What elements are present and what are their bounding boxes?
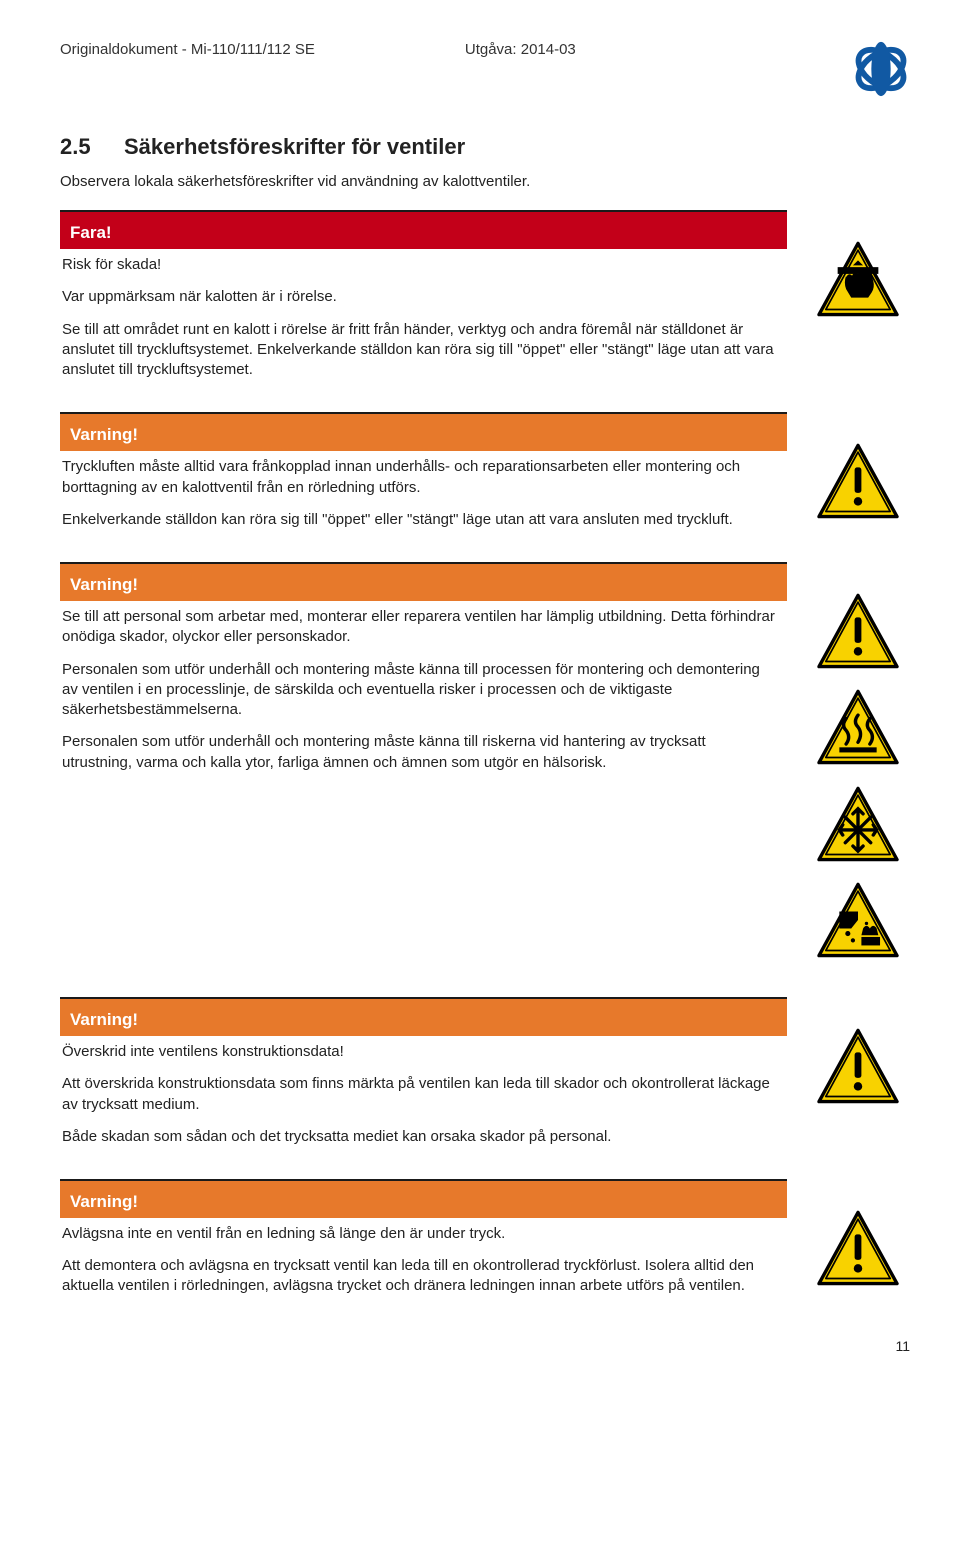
company-logo-icon: [852, 40, 910, 104]
box-body: Överskrid inte ventilens konstruktionsda…: [60, 1036, 787, 1147]
danger-banner: Fara!: [60, 219, 787, 249]
cold-icon: [814, 785, 902, 869]
box-paragraph: Både skadan som sådan och det trycksatta…: [62, 1127, 779, 1147]
box-body: Risk för skada! Var uppmärksam när kalott…: [60, 249, 787, 380]
danger-box: Fara! Risk för skada! Var uppmärksam när k…: [60, 210, 910, 380]
section-title: Säkerhetsföreskrifter för ventiler: [124, 132, 465, 162]
box-paragraph: Var uppmärksam när kalotten är i rörelse…: [62, 287, 779, 307]
section-heading: 2.5 Säkerhetsföreskrifter för ventiler: [60, 132, 910, 162]
warning-box: Varning! Se till att personal som arbetar…: [60, 562, 910, 965]
box-paragraph: Se till att personal som arbetar med, mo…: [62, 607, 779, 648]
box-paragraph: Personalen som utför underhåll och monte…: [62, 660, 779, 721]
section-intro: Observera lokala säkerhetsföreskrifter v…: [60, 172, 910, 192]
box-paragraph: Tryckluften måste alltid vara frånkoppla…: [62, 457, 779, 498]
warning-box: Varning! Överskrid inte ventilens konstru…: [60, 997, 910, 1147]
exclamation-icon: [814, 1027, 902, 1111]
warning-banner: Varning!: [60, 421, 787, 451]
doc-edition: Utgåva: 2014-03: [465, 40, 576, 60]
box-paragraph: Risk för skada!: [62, 255, 779, 275]
warning-banner: Varning!: [60, 1188, 787, 1218]
page-number: 11: [60, 1337, 910, 1356]
warning-box: Varning! Tryckluften måste alltid vara fr…: [60, 412, 910, 530]
box-paragraph: Överskrid inte ventilens konstruktionsda…: [62, 1042, 779, 1062]
exclamation-icon: [814, 442, 902, 526]
hand-crush-icon: [814, 240, 902, 324]
box-body: Tryckluften måste alltid vara frånkoppla…: [60, 451, 787, 530]
exclamation-icon: [814, 1209, 902, 1293]
box-paragraph: Att demontera och avlägsna en trycksatt …: [62, 1256, 779, 1297]
exclamation-icon: [814, 592, 902, 676]
corrosive-icon: [814, 881, 902, 965]
doc-code: Originaldokument - Mi-110/111/112 SE: [60, 40, 315, 60]
page-header: Originaldokument - Mi-110/111/112 SE Utg…: [60, 40, 910, 104]
warning-banner: Varning!: [60, 1006, 787, 1036]
warning-box: Varning! Avlägsna inte en ventil från en …: [60, 1179, 910, 1297]
box-paragraph: Personalen som utför underhåll och monte…: [62, 732, 779, 773]
box-body: Se till att personal som arbetar med, mo…: [60, 601, 787, 773]
warning-banner: Varning!: [60, 571, 787, 601]
section-number: 2.5: [60, 132, 124, 162]
box-paragraph: Enkelverkande ställdon kan röra sig till…: [62, 510, 779, 530]
hot-surface-icon: [814, 688, 902, 772]
box-paragraph: Avlägsna inte en ventil från en ledning …: [62, 1224, 779, 1244]
box-paragraph: Se till att området runt en kalott i rör…: [62, 320, 779, 381]
box-paragraph: Att överskrida konstruktionsdata som fin…: [62, 1074, 779, 1115]
box-body: Avlägsna inte en ventil från en ledning …: [60, 1218, 787, 1297]
